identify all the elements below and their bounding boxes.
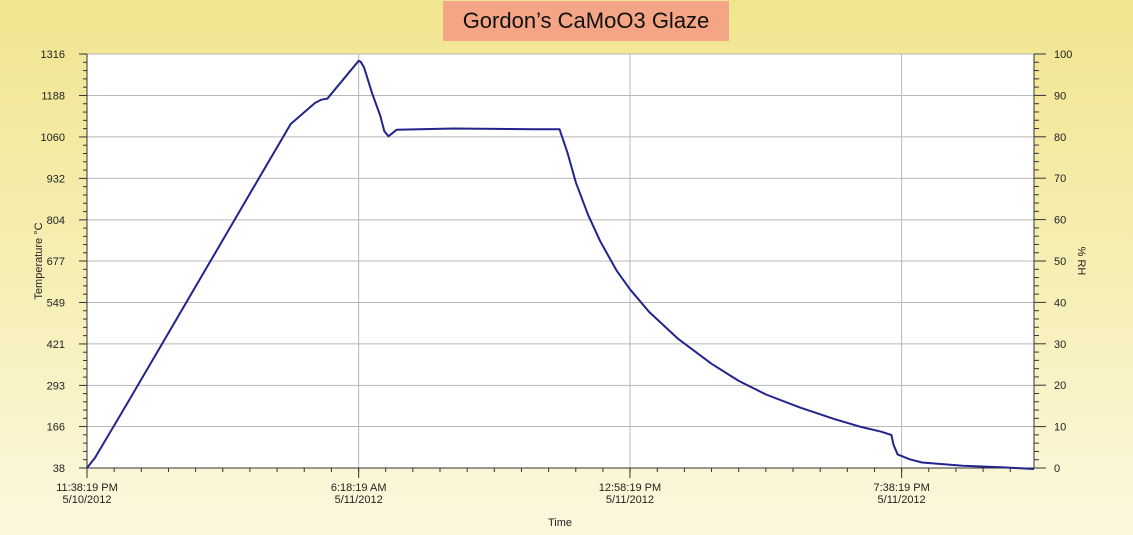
y-tick-label: 549 xyxy=(47,297,65,309)
y2-tick-label: 90 xyxy=(1054,90,1066,102)
x-tick-date-label: 5/10/2012 xyxy=(63,494,112,506)
y2-tick-label: 100 xyxy=(1054,49,1072,61)
y2-tick-label: 50 xyxy=(1054,256,1066,268)
x-tick-date-label: 5/11/2012 xyxy=(878,494,926,506)
y-tick-label: 293 xyxy=(47,380,65,392)
chart-title: Gordon’s CaMoO3 Glaze xyxy=(443,1,729,41)
x-tick-time-label: 11:38:19 PM xyxy=(56,482,118,494)
x-tick-time-label: 7:38:19 PM xyxy=(873,482,929,494)
y2-tick-label: 80 xyxy=(1054,132,1066,144)
y2-tick-label: 10 xyxy=(1054,422,1066,434)
y2-tick-label: 40 xyxy=(1054,297,1066,309)
x-tick-time-label: 6:18:19 AM xyxy=(331,482,387,494)
y2-axis-title: % RH xyxy=(1075,247,1087,276)
left-axis: 38 166 293 421 549 677 804 932 1060 1188 1316 xyxy=(41,49,88,475)
y-axis-title: Temperature °C xyxy=(33,222,45,299)
y2-tick-label: 70 xyxy=(1054,173,1066,185)
y2-tick-label: 30 xyxy=(1054,339,1066,351)
y-tick-label: 1060 xyxy=(41,132,65,144)
y-tick-label: 38 xyxy=(53,463,65,475)
x-tick-date-label: 5/11/2012 xyxy=(606,494,654,506)
y-tick-label: 1188 xyxy=(41,90,65,102)
series-layer xyxy=(86,59,1035,470)
y2-tick-label: 20 xyxy=(1054,380,1066,392)
y-tick-label: 804 xyxy=(47,215,65,227)
x-axis-title: Time xyxy=(548,517,572,529)
y2-tick-label: 60 xyxy=(1054,215,1066,227)
y-tick-label: 932 xyxy=(47,173,65,185)
x-tick-time-label: 12:58:19 PM xyxy=(599,482,661,494)
gridlines xyxy=(87,53,1034,469)
x-tick-date-label: 5/11/2012 xyxy=(335,494,383,506)
temperature-series-line xyxy=(86,59,1035,470)
y2-tick-label: 0 xyxy=(1054,463,1060,475)
y-tick-label: 677 xyxy=(47,256,65,268)
y-tick-label: 421 xyxy=(47,339,65,351)
right-axis: 0 10 20 30 40 50 60 70 80 90 100 xyxy=(1033,49,1072,475)
y-tick-label: 166 xyxy=(47,422,65,434)
y-tick-label: 1316 xyxy=(41,49,65,61)
